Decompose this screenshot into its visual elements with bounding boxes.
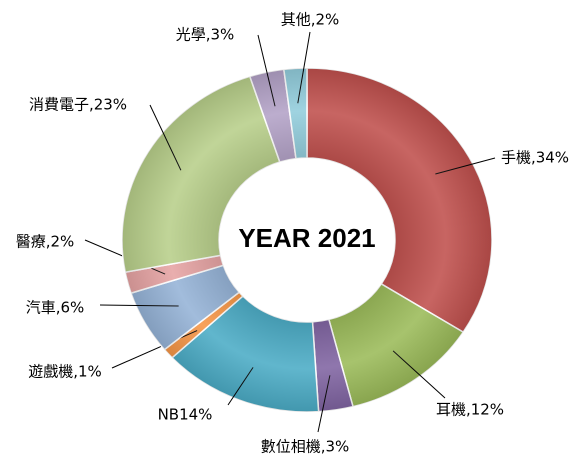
- data-label: NB14%: [158, 406, 213, 424]
- data-label: 消費電子,23%: [29, 96, 127, 114]
- data-label: 其他,2%: [281, 11, 340, 29]
- center-title: YEAR 2021: [238, 223, 375, 253]
- data-label: 醫療,2%: [16, 233, 75, 251]
- slice: [306, 67, 493, 334]
- data-label: 遊戲機,1%: [28, 363, 102, 381]
- data-label: 手機,34%: [501, 149, 569, 167]
- data-label: 光學,3%: [176, 26, 235, 44]
- data-label: 耳機,12%: [436, 401, 504, 419]
- data-label: 汽車,6%: [26, 299, 85, 317]
- data-label: 數位相機,3%: [261, 438, 350, 456]
